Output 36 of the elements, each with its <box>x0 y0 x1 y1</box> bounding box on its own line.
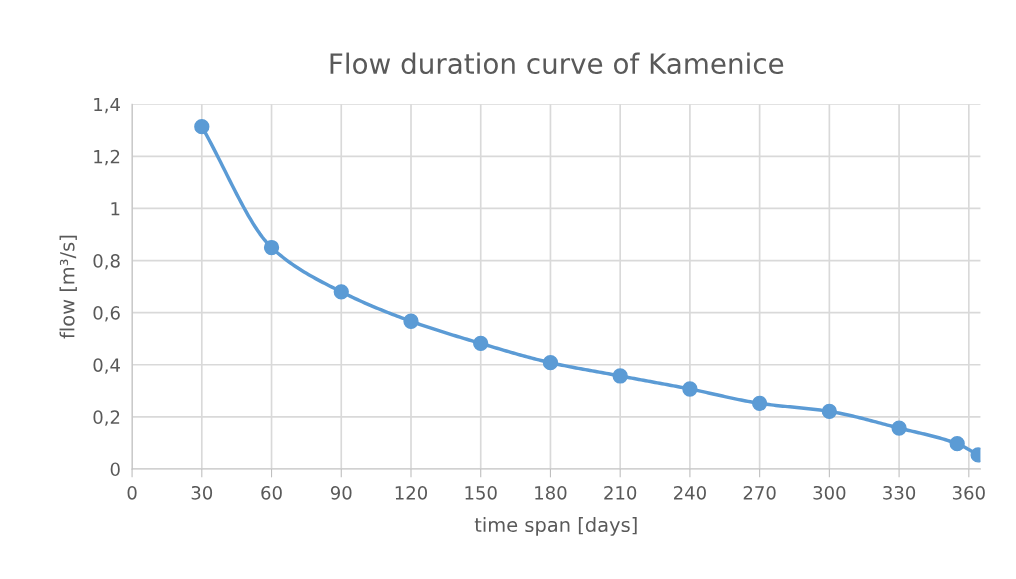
x-tick-label: 300 <box>813 485 846 500</box>
x-tick-label: 330 <box>883 485 916 500</box>
x-tick-label: 60 <box>261 485 282 500</box>
point <box>333 284 349 300</box>
chart-title: Flow duration curve of Kamenice <box>330 52 784 75</box>
point <box>263 239 280 256</box>
point <box>821 403 838 420</box>
y-axis-title: flow [m³/s] <box>59 235 77 339</box>
x-tick-label: 210 <box>604 485 637 500</box>
x-tick-label: 30 <box>191 485 213 500</box>
point <box>949 436 965 452</box>
x-axis-title: time span [days] <box>474 517 637 536</box>
y-tick-label: 0,2 <box>93 410 120 426</box>
x-tick-label: 270 <box>743 485 776 500</box>
y-tick-label: 0,4 <box>93 358 120 374</box>
x-tick-label: 90 <box>330 485 352 500</box>
x-tick-label: 360 <box>952 485 985 500</box>
x-tick-label: 120 <box>395 485 428 500</box>
point <box>194 118 210 135</box>
point <box>542 355 559 371</box>
point <box>612 368 628 384</box>
y-tick-label: 1 <box>111 202 120 216</box>
point <box>473 335 489 352</box>
point <box>891 420 907 436</box>
x-tick-label: 240 <box>674 485 706 500</box>
x-tick-label: 150 <box>465 485 497 500</box>
x-tick-label: 0 <box>127 485 137 500</box>
y-tick-label: 0,6 <box>93 306 120 322</box>
y-tick-label: 1,4 <box>94 97 120 114</box>
y-tick-label: 1,2 <box>94 149 120 166</box>
point <box>403 313 419 329</box>
y-tick-label: 0,8 <box>93 254 120 270</box>
point <box>682 381 698 397</box>
y-tick-label: 0 <box>110 462 120 477</box>
point <box>751 395 768 411</box>
x-tick-label: 180 <box>535 485 567 500</box>
